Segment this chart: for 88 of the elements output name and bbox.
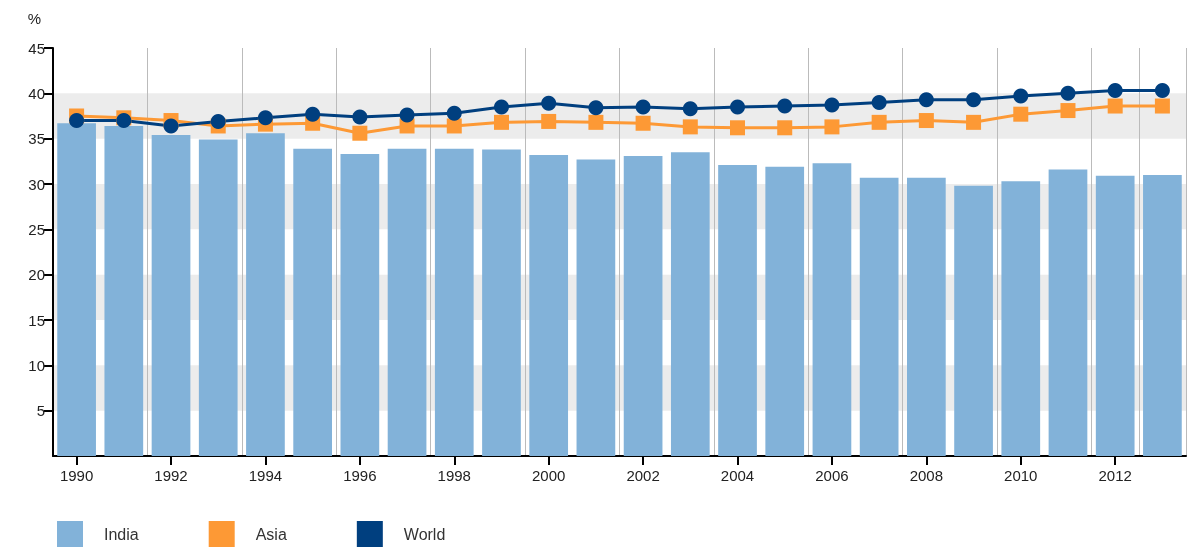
bar	[954, 185, 993, 456]
point	[918, 113, 934, 129]
point	[1107, 83, 1123, 99]
x-tick-label: 1992	[154, 467, 188, 484]
point	[871, 94, 887, 110]
point	[1060, 85, 1076, 101]
point	[257, 110, 273, 126]
point	[682, 119, 698, 135]
point	[966, 114, 982, 130]
y-tick-label: 10	[28, 356, 45, 374]
point	[399, 107, 415, 123]
point	[493, 99, 509, 115]
x-tick-label: 1990	[59, 467, 94, 484]
legend-label: India	[104, 525, 139, 543]
point	[682, 101, 698, 117]
y-tick-label: 15	[28, 311, 45, 329]
point	[635, 99, 651, 115]
bar	[765, 166, 805, 456]
point	[730, 99, 746, 115]
point	[966, 92, 982, 108]
point	[163, 118, 179, 134]
point	[635, 115, 651, 131]
point	[1154, 83, 1170, 99]
bar	[1048, 169, 1088, 456]
bar	[1095, 175, 1135, 456]
bar	[246, 133, 285, 456]
point	[1060, 103, 1076, 119]
x-tick-label: 1996	[343, 467, 377, 484]
point	[588, 100, 604, 116]
bar	[529, 154, 569, 456]
point	[69, 113, 85, 129]
bar	[907, 177, 946, 456]
bar	[104, 125, 144, 456]
point	[871, 114, 887, 130]
x-tick-label: 1994	[248, 467, 283, 484]
point	[777, 120, 793, 136]
point	[493, 114, 509, 130]
bar	[387, 148, 427, 456]
point	[446, 105, 462, 121]
bar	[151, 135, 191, 456]
legend-label: World	[403, 525, 446, 543]
x-tick-label: 2000	[532, 467, 566, 484]
x-tick-label: 2008	[909, 467, 944, 484]
x-tick-label: 2004	[720, 467, 755, 484]
x-tick-label: 1998	[437, 467, 471, 484]
y-tick-label: 5	[36, 402, 45, 420]
point	[730, 120, 746, 136]
y-tick-label: 25	[28, 220, 45, 238]
point	[352, 109, 368, 125]
bar	[623, 155, 663, 456]
y-axis-title: %	[27, 10, 41, 27]
point	[824, 97, 840, 113]
bar	[434, 148, 474, 456]
point	[1013, 106, 1029, 122]
point	[1107, 98, 1123, 114]
bar	[293, 148, 332, 456]
bar	[576, 159, 616, 456]
point	[824, 119, 840, 135]
point	[541, 113, 557, 129]
point	[588, 114, 604, 130]
point	[210, 113, 226, 129]
bar	[1143, 174, 1182, 456]
point	[1013, 88, 1029, 104]
bar	[1001, 181, 1041, 456]
bar	[198, 139, 238, 456]
x-tick-label: 2010	[1004, 467, 1038, 484]
x-tick-label: 2006	[815, 467, 849, 484]
point	[305, 106, 321, 122]
bar	[670, 152, 710, 456]
bar	[482, 149, 521, 456]
point	[777, 98, 793, 114]
bar	[718, 164, 757, 456]
legend-label: Asia	[255, 525, 287, 543]
y-tick-label: 45	[28, 39, 45, 57]
point	[918, 92, 934, 108]
bar	[57, 123, 96, 456]
y-tick-label: 40	[28, 84, 45, 102]
bar	[812, 163, 852, 456]
y-tick-label: 20	[28, 266, 45, 284]
y-tick-label: 35	[28, 130, 45, 148]
y-tick-label: 30	[28, 175, 45, 193]
point	[541, 95, 557, 111]
bar	[859, 177, 899, 456]
x-tick-label: 2002	[626, 467, 660, 484]
x-tick-label: 2012	[1098, 467, 1132, 484]
bar	[340, 154, 380, 456]
point	[1154, 98, 1170, 114]
point	[352, 125, 368, 141]
